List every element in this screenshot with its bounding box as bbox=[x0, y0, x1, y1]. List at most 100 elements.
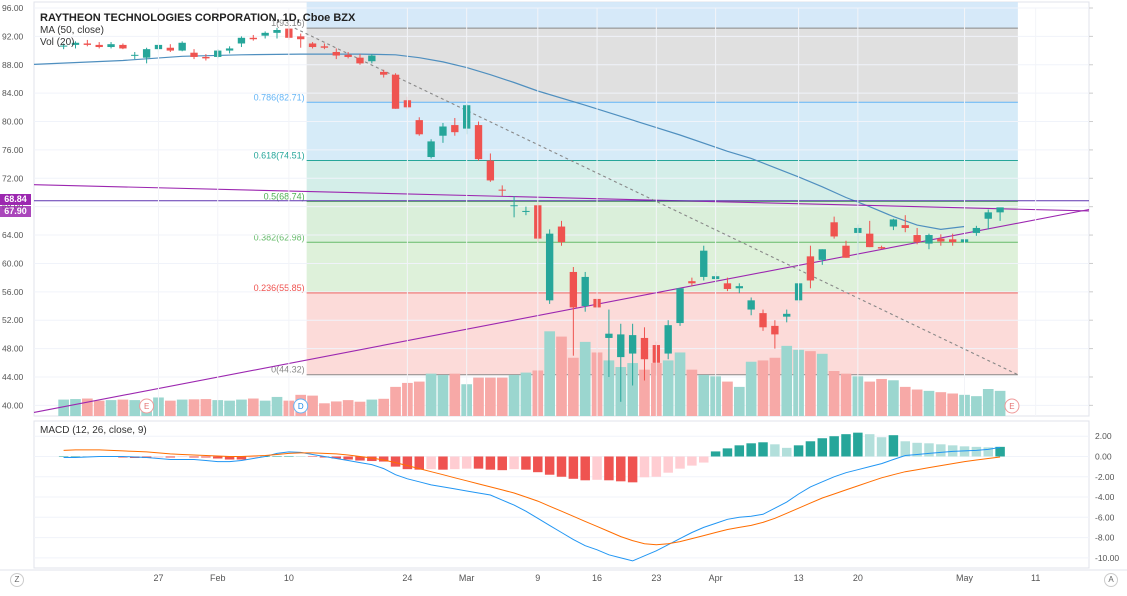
macd-histogram-bar bbox=[212, 456, 223, 459]
volume-bar bbox=[319, 403, 330, 416]
fib-zone bbox=[306, 242, 1018, 293]
macd-histogram-bar bbox=[331, 456, 342, 459]
volume-bar bbox=[413, 381, 425, 416]
macd-histogram-bar bbox=[544, 456, 555, 475]
volume-bar bbox=[639, 369, 650, 416]
volume-bar bbox=[247, 398, 259, 416]
macd-histogram-bar bbox=[284, 455, 294, 457]
volume-bar bbox=[603, 360, 615, 416]
volume-bar bbox=[888, 380, 899, 416]
macd-histogram-bar bbox=[817, 438, 828, 457]
candle-body bbox=[581, 276, 589, 307]
macd-histogram-bar bbox=[355, 456, 365, 461]
fib-zone bbox=[306, 102, 1018, 161]
candle-body bbox=[202, 56, 210, 59]
macd-histogram-bar bbox=[710, 451, 721, 457]
volume-bar bbox=[473, 377, 484, 416]
candle-body bbox=[308, 43, 317, 48]
candle-body bbox=[557, 226, 566, 243]
macd-indicator-label[interactable]: MACD (12, 26, close, 9) bbox=[40, 425, 147, 436]
volume-bar bbox=[200, 399, 212, 416]
volume-bar bbox=[568, 357, 579, 416]
volume-bar bbox=[722, 381, 733, 416]
volume-bar bbox=[686, 369, 698, 416]
macd-histogram-bar bbox=[841, 434, 851, 457]
macd-histogram-bar bbox=[912, 442, 922, 457]
volume-bar bbox=[745, 361, 757, 416]
volume-bar bbox=[342, 400, 354, 416]
macd-histogram-bar bbox=[639, 456, 650, 478]
volume-bar bbox=[70, 399, 81, 416]
candle-body bbox=[380, 71, 388, 75]
price-tick-label: 52.00 bbox=[2, 315, 24, 325]
time-tick-label: May bbox=[956, 573, 974, 583]
volume-bar bbox=[544, 331, 555, 416]
candle-body bbox=[759, 313, 767, 328]
candle-body bbox=[984, 212, 992, 219]
candle-body bbox=[142, 49, 151, 58]
macd-histogram-bar bbox=[699, 456, 709, 463]
volume-bar bbox=[556, 336, 567, 416]
candle-body bbox=[190, 52, 198, 57]
volume-bar bbox=[816, 353, 828, 416]
macd-histogram-bar bbox=[829, 436, 839, 457]
timezone-corner-button[interactable]: Z bbox=[10, 573, 24, 587]
macd-histogram-bar bbox=[580, 456, 590, 481]
macd-histogram-bar bbox=[224, 456, 235, 460]
macd-histogram-bar bbox=[805, 441, 816, 457]
candle-body bbox=[71, 42, 80, 45]
volume-bar bbox=[935, 392, 947, 416]
macd-histogram-bar bbox=[995, 446, 1005, 457]
ma-indicator-label[interactable]: MA (50, close) bbox=[40, 25, 104, 36]
fib-zone bbox=[306, 201, 1018, 243]
time-tick-label: Apr bbox=[709, 573, 723, 583]
macd-histogram-bar bbox=[876, 437, 887, 457]
macd-histogram-bar bbox=[533, 456, 543, 473]
macd-histogram-bar bbox=[687, 456, 697, 466]
volume-bar bbox=[485, 377, 496, 416]
macd-histogram-bar bbox=[236, 456, 247, 460]
macd-histogram-bar bbox=[70, 456, 81, 457]
macd-histogram-bar bbox=[201, 456, 211, 458]
price-tick-label: 84.00 bbox=[2, 88, 24, 98]
volume-bar bbox=[271, 396, 283, 416]
candle-body bbox=[889, 219, 898, 227]
volume-bar bbox=[224, 400, 235, 416]
candle-body bbox=[356, 57, 364, 64]
candle-body bbox=[498, 189, 506, 191]
macd-histogram-bar bbox=[936, 444, 946, 457]
volume-bar bbox=[899, 386, 911, 416]
price-tick-label: 96.00 bbox=[2, 3, 24, 13]
macd-histogram-bar bbox=[793, 445, 804, 457]
price-tick-label: 48.00 bbox=[2, 344, 24, 354]
fib-level-label: 1(93.16) bbox=[271, 18, 305, 28]
time-tick-label: 23 bbox=[651, 573, 661, 583]
macd-histogram-bar bbox=[426, 456, 436, 470]
candle-body bbox=[830, 222, 838, 237]
volume-bar bbox=[781, 345, 793, 416]
event-marker-label: D bbox=[298, 402, 304, 411]
volume-bar bbox=[627, 363, 638, 416]
fib-zone-top bbox=[306, 2, 1018, 29]
volume-bar bbox=[769, 357, 781, 416]
volume-bar bbox=[117, 399, 129, 416]
candle-body bbox=[972, 227, 981, 233]
macd-histogram-bar bbox=[272, 455, 282, 457]
candle-body bbox=[664, 325, 672, 354]
time-tick-label: 16 bbox=[592, 573, 602, 583]
volume-bar bbox=[354, 401, 366, 416]
candle-body bbox=[783, 313, 791, 317]
volume-bar bbox=[425, 373, 437, 416]
volume-bar bbox=[923, 390, 935, 416]
volume-indicator-label[interactable]: Vol (20) bbox=[40, 37, 75, 48]
volume-bar bbox=[390, 386, 401, 416]
macd-histogram-bar bbox=[627, 456, 638, 483]
candle-body bbox=[510, 205, 518, 207]
auto-scale-corner-button[interactable]: A bbox=[1104, 573, 1118, 587]
time-tick-label: 20 bbox=[853, 573, 863, 583]
volume-bar bbox=[105, 400, 117, 416]
macd-histogram-bar bbox=[307, 456, 318, 457]
volume-bar bbox=[733, 386, 745, 416]
